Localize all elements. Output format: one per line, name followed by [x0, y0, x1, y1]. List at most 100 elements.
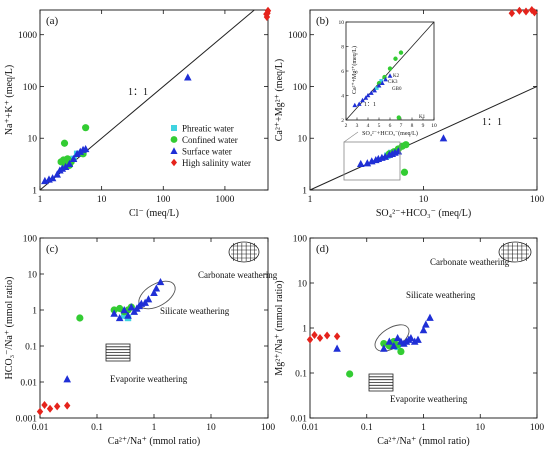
data-point	[516, 6, 523, 15]
data-point	[120, 312, 128, 319]
inset-x-tick-label: 4	[367, 123, 370, 129]
inset-x-tick-label: 8	[411, 123, 414, 129]
inset-data-point	[363, 95, 369, 100]
data-point	[346, 370, 354, 378]
data-point	[407, 333, 415, 342]
data-point	[63, 375, 71, 383]
data-point	[363, 159, 372, 167]
x-tick-label: 1	[152, 423, 157, 433]
inset-sample-label: K1	[419, 115, 426, 120]
x-tick-label: 10	[419, 195, 429, 205]
panel-a: 1 10 100 1000 1 10 100 1000 (a) Cl⁻ (meq/L) Na⁺+K⁺…	[4, 6, 272, 219]
zoom-region-box	[343, 141, 401, 181]
ratio-annotation: 1：1	[128, 87, 148, 98]
data-point	[422, 320, 430, 328]
data-point	[397, 347, 405, 356]
inset-y-axis-label: Ca²⁺+Mg²⁺(meq/L)	[351, 46, 358, 94]
data-point	[81, 144, 90, 153]
panel-label: (d)	[316, 243, 329, 255]
y-tick-label: 100	[23, 83, 38, 93]
inset-x-axis-label: SO₄²⁻+HCO₃⁻(meq/L)	[362, 130, 418, 137]
evaporite-weathering-field	[368, 373, 394, 392]
data-point	[144, 295, 153, 303]
series-high-salinity-water	[306, 330, 341, 344]
inset-data-point	[379, 80, 385, 86]
data-point	[53, 402, 61, 411]
x-tick-label: 100	[530, 423, 545, 433]
y-tick-label: 0.1	[25, 343, 37, 353]
data-point	[333, 344, 341, 352]
panel-label: (a)	[46, 15, 59, 27]
data-point	[65, 159, 74, 168]
data-point	[48, 174, 57, 182]
data-point	[439, 134, 448, 142]
data-point	[110, 309, 118, 317]
x-tick-label: 1	[38, 195, 43, 205]
inset-data-point	[368, 90, 374, 95]
inset-sample-label: GB0	[392, 87, 402, 92]
data-point	[41, 400, 48, 409]
inset-x-tick-label: 9	[422, 123, 425, 129]
inset-data-point	[375, 86, 379, 90]
x-tick-label: 0.1	[361, 423, 373, 433]
inset-plot: 2 3 4 5 6 7 8 9 10 2 4 6 8 10 SO₄²⁻+HCO₃⁻(meq/L) Ca²⁺+M…	[339, 20, 438, 137]
inset-data-point	[396, 115, 401, 120]
x-axis-label: Ca²⁺/Na⁺ (mmol ratio)	[108, 436, 200, 447]
y-axis-label: Mg²⁺/Na⁺ (mmol ratio)	[274, 280, 285, 375]
silicate-weathering-label: Silicate weathering	[406, 290, 476, 300]
plot-frame	[39, 9, 269, 191]
y-tick-label: 10	[298, 135, 308, 145]
series-high-salinity-water	[36, 400, 71, 416]
y-tick-label: 1	[302, 187, 307, 197]
data-point	[385, 337, 394, 345]
data-point	[311, 330, 318, 339]
data-point	[531, 8, 538, 17]
data-point	[419, 326, 428, 334]
panel-b: 1 10 100 1 10 100 1000 (b) SO₄²⁻+HCO₃⁻ (meq/L) Ca…	[274, 6, 544, 219]
inset-data-point	[352, 102, 358, 108]
inset-data-point	[387, 66, 393, 71]
data-point	[73, 149, 81, 158]
y-tick-label: 1	[32, 307, 37, 317]
legend-marker	[170, 147, 178, 154]
y-tick-label: 0.01	[20, 379, 37, 389]
inset-x-tick-label: 2	[345, 123, 348, 129]
data-point	[414, 335, 422, 343]
y-axis-label: HCO₃⁻/Na⁺ (mmol ratio)	[4, 277, 15, 380]
data-point	[36, 407, 44, 416]
panel-label: (b)	[316, 15, 329, 27]
y-tick-label: 1	[302, 325, 307, 335]
y-tick-label: 0.1	[295, 370, 307, 380]
x-axis-label: Cl⁻ (meq/L)	[129, 208, 179, 219]
inset-data-point	[356, 101, 362, 106]
data-point	[380, 340, 388, 348]
inset-y-tick-label: 8	[341, 45, 344, 51]
carbonate-weathering-field	[228, 241, 260, 263]
inset-data-point	[383, 76, 388, 82]
inset-data-point	[379, 79, 383, 83]
x-tick-label: 0.1	[91, 423, 103, 433]
data-point	[61, 162, 70, 171]
y-tick-label: 10	[28, 135, 38, 145]
legend-label: Surface water	[182, 147, 232, 157]
evaporite-weathering-label: Evaporite weathering	[390, 394, 468, 404]
series-high-salinity-water	[508, 6, 538, 18]
data-point	[390, 341, 398, 350]
inset-data-point	[365, 92, 371, 98]
data-point	[393, 333, 402, 342]
data-point	[76, 314, 84, 322]
data-point	[400, 168, 409, 176]
carbonate-weathering-label: Carbonate weathering	[430, 257, 510, 267]
panel-d: 0.01 0.1 1 10 100 0.01 0.1 1 10 100 (d) Ca²⁺/Na⁺ (m…	[274, 235, 544, 448]
inset-data-point	[376, 83, 382, 88]
x-tick-label: 100	[261, 423, 276, 433]
x-tick-label: 0.01	[32, 423, 49, 433]
series-surface-water	[356, 134, 448, 168]
series-high-salinity-water	[263, 6, 272, 21]
legend-marker	[170, 136, 178, 143]
inset-data-point	[372, 88, 377, 93]
y-tick-label: 1	[32, 187, 37, 197]
legend-label: Phreatic water	[182, 124, 234, 134]
y-tick-label: 1000	[18, 31, 37, 41]
